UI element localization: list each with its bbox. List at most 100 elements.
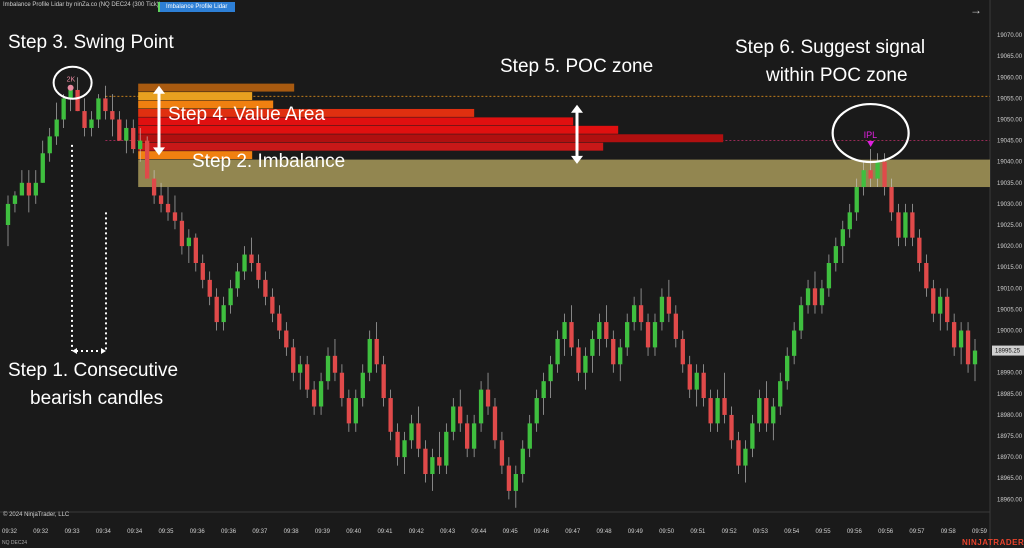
profile-bar-6	[138, 134, 724, 143]
candle-5	[40, 153, 45, 183]
candle-134	[938, 296, 943, 314]
candle-68	[478, 389, 484, 424]
candle-60	[423, 448, 428, 475]
candle-35	[249, 254, 254, 263]
value-area-arrow-head-down	[153, 147, 165, 156]
step1-label: Step 1. Consecutive	[8, 360, 179, 381]
candle-64	[451, 406, 456, 432]
candle-28	[200, 263, 205, 280]
candle-57	[402, 440, 407, 458]
candle-100	[701, 372, 706, 399]
step3-label: Step 3. Swing Point	[8, 32, 174, 53]
time-tick-27: 09:56	[847, 529, 863, 535]
candle-25	[179, 220, 185, 247]
price-tick-8: 19030.00	[997, 202, 1023, 208]
candle-127	[889, 187, 894, 213]
candle-84	[590, 338, 595, 356]
swing-point-label: 2K	[67, 77, 76, 84]
candle-91	[638, 305, 644, 323]
price-tick-12: 19010.00	[997, 286, 1023, 292]
candle-106	[743, 448, 748, 466]
candle-26	[186, 237, 192, 247]
candle-47	[332, 355, 338, 373]
price-tick-11: 19015.00	[997, 265, 1023, 271]
candle-56	[395, 431, 400, 458]
time-tick-31: 09:59	[972, 529, 988, 535]
price-tick-9: 19025.00	[997, 223, 1023, 229]
swing-point-marker	[67, 84, 74, 91]
candle-31	[221, 305, 226, 323]
profile-bar-0	[138, 83, 295, 92]
step6-label-2: within POC zone	[766, 65, 908, 86]
profile-bar-7	[138, 142, 604, 151]
candle-54	[381, 364, 386, 399]
candle-104	[729, 414, 734, 441]
candle-116	[812, 288, 818, 306]
candle-8	[61, 98, 66, 120]
profile-bar-4	[138, 117, 574, 126]
time-tick-8: 09:37	[252, 529, 268, 535]
price-tick-20: 18970.00	[997, 455, 1023, 461]
candle-18	[131, 127, 136, 150]
time-tick-23: 09:52	[722, 529, 738, 535]
candle-23	[165, 203, 171, 213]
candle-73	[513, 474, 519, 491]
candle-70	[492, 406, 498, 441]
candle-117	[819, 288, 825, 306]
poc-zone-arrow-head-down	[571, 155, 583, 164]
candle-119	[833, 246, 839, 263]
candle-139	[972, 350, 978, 365]
candle-111	[778, 381, 783, 407]
price-tick-2: 19060.00	[997, 75, 1023, 81]
time-tick-20: 09:49	[628, 529, 644, 535]
candle-38	[270, 296, 275, 314]
candle-125	[875, 161, 880, 179]
candle-79	[555, 338, 560, 365]
candle-40	[284, 330, 289, 348]
value-area-arrow-head-up	[153, 85, 165, 94]
candle-27	[193, 237, 198, 263]
candle-137	[958, 330, 964, 348]
candle-21	[151, 178, 157, 196]
candle-74	[520, 448, 525, 475]
time-tick-3: 09:34	[96, 529, 112, 535]
candle-16	[117, 119, 122, 141]
time-tick-2: 09:33	[65, 529, 81, 535]
candle-61	[430, 457, 435, 475]
indicator-button[interactable]: Imbalance Profile Lidar	[158, 2, 236, 12]
candle-124	[868, 170, 873, 179]
candle-77	[541, 381, 546, 399]
step4-label: Step 4. Value Area	[168, 104, 326, 125]
candle-4	[33, 182, 38, 196]
candle-45	[318, 381, 324, 407]
candle-123	[861, 170, 866, 188]
candle-113	[791, 330, 797, 356]
candle-92	[645, 322, 651, 348]
profile-bar-3	[138, 108, 475, 117]
candle-126	[882, 161, 887, 188]
time-tick-16: 09:45	[503, 529, 519, 535]
consecutive-arrow-right	[101, 348, 106, 354]
price-tick-14: 19000.00	[997, 329, 1023, 335]
last-price-box	[992, 345, 1024, 356]
candle-80	[562, 322, 567, 339]
candle-19	[138, 140, 143, 150]
candle-138	[965, 330, 971, 365]
candle-53	[374, 338, 379, 365]
brand-logo: NINJATRADER	[962, 538, 1024, 547]
candle-102	[715, 398, 720, 424]
candle-62	[437, 457, 442, 466]
arrow-right-icon[interactable]: →	[970, 3, 982, 17]
candle-108	[757, 398, 762, 424]
candle-55	[388, 398, 393, 432]
candle-76	[534, 398, 539, 424]
imbalance-zone	[138, 159, 990, 188]
price-tick-16: 18990.00	[997, 371, 1023, 377]
candle-51	[360, 372, 365, 399]
step1-label-2: bearish candles	[30, 388, 164, 409]
candle-43	[304, 364, 310, 390]
candle-59	[416, 423, 421, 449]
candle-107	[750, 423, 755, 449]
time-tick-13: 09:42	[409, 529, 425, 535]
